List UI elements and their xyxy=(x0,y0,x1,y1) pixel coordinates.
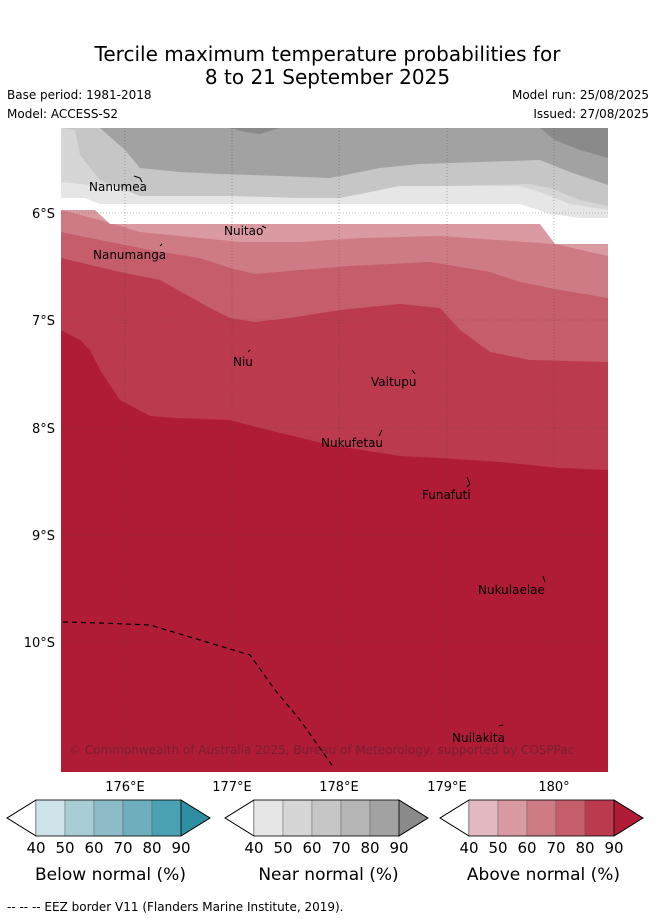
eez-border xyxy=(62,621,335,769)
colorbar-near-swatch xyxy=(369,799,400,837)
colorbar-below-swatch xyxy=(64,799,95,837)
lon-tick-177e: 177°E xyxy=(212,780,252,795)
lat-tick-7s: 7°S xyxy=(32,314,55,329)
colorbars: 40 50 60 70 80 90 Below normal (%) 40 50 60 70 80 90… xyxy=(6,799,644,885)
eez-footnote: -- -- -- EEZ border V11 (Flanders Marine… xyxy=(7,900,344,914)
colorbar-below-swatch xyxy=(93,799,124,837)
colorbar-above-swatch xyxy=(468,799,499,837)
colorbar-below-min-arrow xyxy=(6,799,37,837)
colorbar-near-tick: 80 xyxy=(360,839,379,857)
colorbar-above-tick: 90 xyxy=(604,839,623,857)
colorbar-below-tick: 50 xyxy=(55,839,74,857)
colorbar-above-swatch xyxy=(555,799,586,837)
graticule xyxy=(61,128,608,772)
colorbar-near-tick: 70 xyxy=(331,839,350,857)
colorbar-near-tick: 90 xyxy=(389,839,408,857)
colorbar-below-tick: 80 xyxy=(142,839,161,857)
base-period: Base period: 1981-2018 xyxy=(7,88,152,102)
band-near-70 xyxy=(100,128,608,185)
lat-tick-9s: 9°S xyxy=(32,529,55,544)
colorbar-above-tick: 70 xyxy=(546,839,565,857)
colorbar-below-title: Below normal (%) xyxy=(35,865,186,885)
colorbar-above-tick: 50 xyxy=(488,839,507,857)
colorbar-above-swatch xyxy=(526,799,557,837)
colorbar-near-swatch xyxy=(340,799,371,837)
title-line1: Tercile maximum temperature probabilitie… xyxy=(94,42,561,66)
label-nukulaelae: Nukulaelae xyxy=(478,583,545,597)
lat-tick-6s: 6°S xyxy=(32,207,55,222)
label-niu: Niu xyxy=(233,355,253,369)
label-vaitupu: Vaitupu xyxy=(371,375,417,389)
lat-tick-8s: 8°S xyxy=(32,422,55,437)
label-nuilakita: Nuilakita xyxy=(452,731,505,745)
colorbar-below-swatch xyxy=(122,799,153,837)
colorbar-below-frame xyxy=(6,799,211,837)
colorbar-above-swatch xyxy=(584,799,615,837)
band-near-80 xyxy=(540,128,608,158)
colorbar-above-min-arrow xyxy=(439,799,470,837)
lon-tick-178e: 178°E xyxy=(319,780,359,795)
model-name: Model: ACCESS-S2 xyxy=(7,107,119,121)
colorbar-below-max-arrow xyxy=(180,799,211,837)
colorbar-above-tick: 80 xyxy=(575,839,594,857)
label-nukufetau: Nukufetau xyxy=(321,436,383,450)
copyright-note: © Commonwealth of Australia 2025, Bureau… xyxy=(69,743,574,757)
colorbar-below-swatch xyxy=(151,799,182,837)
colorbar-near-max-arrow xyxy=(398,799,429,837)
model-run: Model run: 25/08/2025 xyxy=(511,88,649,102)
lat-tick-10s: 10°S xyxy=(24,636,55,651)
colorbar-near-swatch xyxy=(282,799,313,837)
colorbar-below-tick: 40 xyxy=(26,839,45,857)
colorbar-above-frame xyxy=(439,799,644,837)
colorbar-near-swatch xyxy=(311,799,342,837)
title-line2: 8 to 21 September 2025 xyxy=(204,65,451,89)
island-marks xyxy=(133,175,546,727)
label-nanumanga: Nanumanga xyxy=(93,248,166,262)
lon-tick-176e: 176°E xyxy=(105,780,145,795)
colorbar-near-tick: 60 xyxy=(302,839,321,857)
colorbar-above-tick: 60 xyxy=(517,839,536,857)
colorbar-below-tick: 70 xyxy=(113,839,132,857)
colorbar-above-max-arrow xyxy=(613,799,644,837)
colorbar-below-tick: 90 xyxy=(171,839,190,857)
colorbar-near-frame xyxy=(224,799,429,837)
colorbar-near-swatch xyxy=(253,799,284,837)
label-nuitao: Nuitao xyxy=(224,224,263,238)
colorbar-below-swatch xyxy=(35,799,66,837)
colorbar-near-tick: 50 xyxy=(273,839,292,857)
lon-tick-179e: 179°E xyxy=(427,780,467,795)
colorbar-above-title: Above normal (%) xyxy=(467,865,620,885)
colorbar-near-tick: 40 xyxy=(244,839,263,857)
colorbar-below-tick: 60 xyxy=(84,839,103,857)
band-near-80-b xyxy=(230,128,280,134)
colorbar-above-tick: 40 xyxy=(459,839,478,857)
issued-date: Issued: 27/08/2025 xyxy=(533,107,649,121)
lon-tick-180: 180° xyxy=(538,780,569,795)
label-nanumea: Nanumea xyxy=(89,180,147,194)
label-funafuti: Funafuti xyxy=(422,488,471,502)
colorbar-near-min-arrow xyxy=(224,799,255,837)
colorbar-near-title: Near normal (%) xyxy=(258,865,398,885)
colorbar-above-swatch xyxy=(497,799,528,837)
